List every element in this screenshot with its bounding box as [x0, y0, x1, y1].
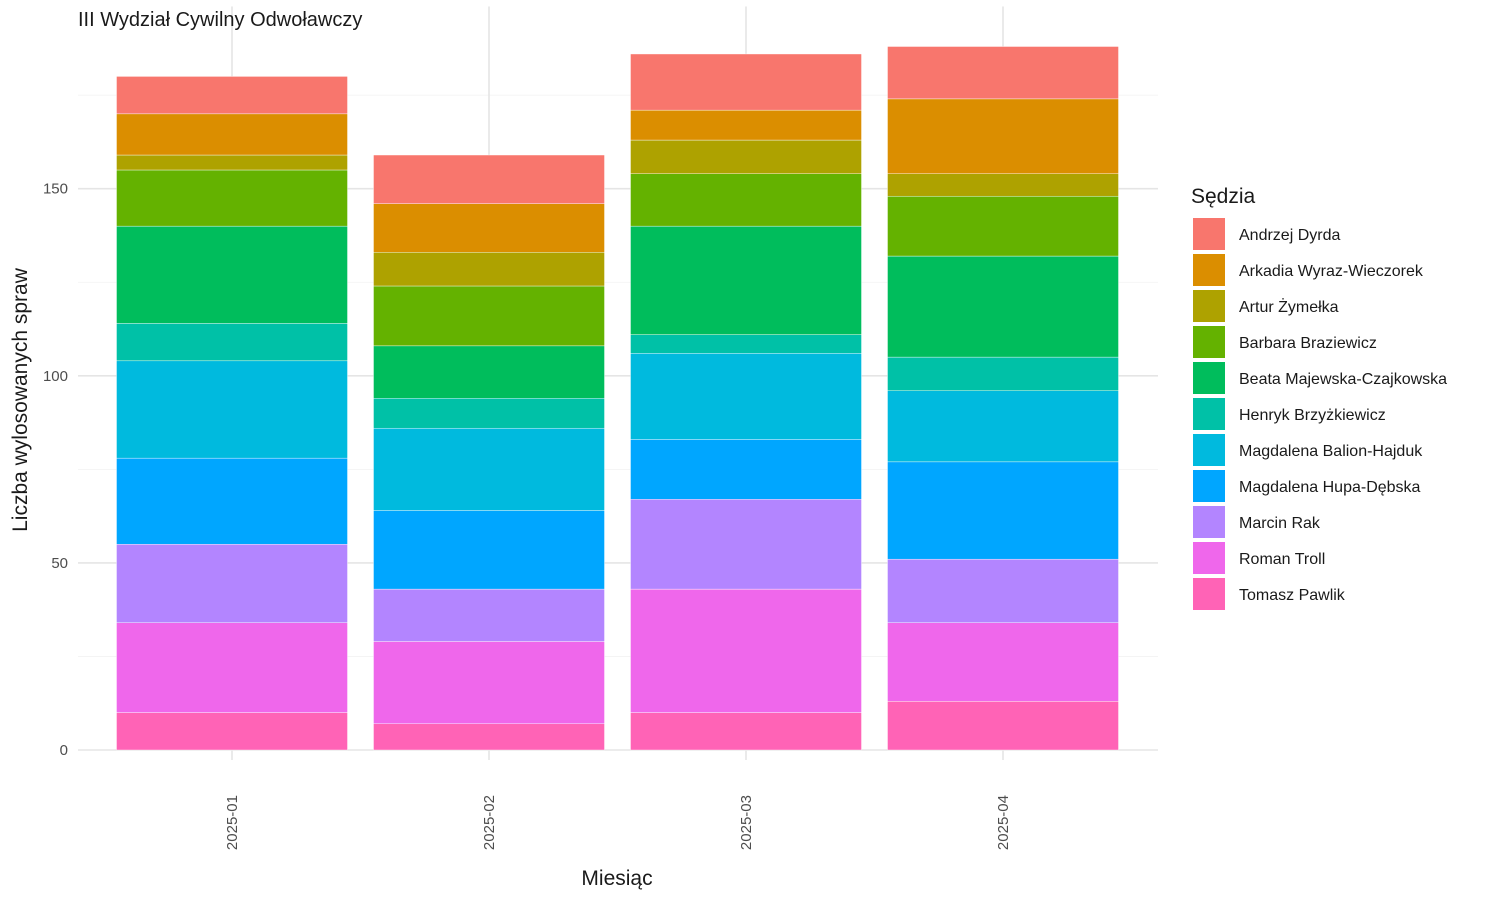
x-axis-title: Miesiąc	[581, 867, 652, 890]
bar-segment	[373, 285, 605, 347]
bar-segment	[116, 622, 348, 713]
legend-label: Artur Żymełka	[1239, 297, 1339, 316]
bar-segment	[630, 173, 862, 227]
bar-segment	[116, 712, 348, 751]
legend-key	[1193, 542, 1225, 574]
legend-key	[1193, 578, 1225, 610]
legend-key	[1193, 506, 1225, 538]
bar-segment	[373, 723, 605, 751]
bar-segment	[630, 439, 862, 500]
x-tick-label: 2025-01	[224, 795, 241, 850]
axes: 0 50 100 150 2025-01 2025-02 2025-03 2025-04	[43, 181, 1012, 850]
bar-segment	[887, 195, 1119, 257]
bar-segment	[630, 499, 862, 590]
bar-segment	[116, 76, 348, 115]
bar-segment	[373, 398, 605, 429]
bar-segment	[116, 154, 348, 171]
bar-segment	[373, 203, 605, 253]
bar-segment	[373, 154, 605, 204]
bar-segment	[887, 98, 1119, 174]
y-tick-label: 100	[43, 368, 68, 385]
bar-segment	[373, 345, 605, 399]
legend-label: Magdalena Balion-Hajduk	[1239, 443, 1423, 460]
bar-segment	[887, 622, 1119, 702]
bar-segment	[116, 169, 348, 227]
bar-segment	[887, 390, 1119, 463]
y-tick-label: 50	[51, 555, 68, 572]
bar-segment	[630, 588, 862, 713]
legend-key	[1193, 326, 1225, 358]
legend-label: Henryk Brzyżkiewicz	[1239, 407, 1386, 424]
bar-segment	[887, 558, 1119, 623]
legend: Sędzia Andrzej Dyrda Arkadia Wyraz-Wieczo…	[1191, 185, 1447, 610]
legend-key	[1193, 290, 1225, 322]
bar-segment	[373, 588, 605, 642]
y-tick-label: 0	[60, 742, 68, 759]
legend-label: Andrzej Dyrda	[1239, 227, 1340, 244]
legend-label: Arkadia Wyraz-Wieczorek	[1239, 263, 1424, 280]
bar-segment	[887, 255, 1119, 358]
legend-key	[1193, 434, 1225, 466]
bar-segment	[630, 353, 862, 440]
bar-segment	[116, 323, 348, 362]
legend-label: Roman Troll	[1239, 551, 1325, 568]
y-axis-title: Liczba wylosowanych spraw	[9, 267, 32, 532]
bar-segment	[887, 46, 1119, 100]
bar-segment	[373, 427, 605, 511]
chart-title: III Wydział Cywilny Odwoławczy	[78, 9, 362, 31]
legend-title: Sędzia	[1191, 185, 1256, 208]
legend-key	[1193, 254, 1225, 286]
x-tick-label: 2025-02	[481, 795, 498, 850]
legend-key	[1193, 218, 1225, 250]
y-tick-label: 150	[43, 181, 68, 198]
bar-segment	[373, 510, 605, 590]
legend-key	[1193, 398, 1225, 430]
bar-segment	[630, 712, 862, 751]
legend-label: Tomasz Pawlik	[1239, 587, 1346, 604]
bar-segment	[630, 334, 862, 354]
legend-label: Magdalena Hupa-Dębska	[1239, 479, 1421, 496]
legend-label: Beata Majewska-Czajkowska	[1239, 371, 1447, 388]
legend-key	[1193, 470, 1225, 502]
bar-segment	[116, 360, 348, 459]
bars	[116, 46, 1119, 751]
bar-segment	[116, 113, 348, 156]
bar-segment	[630, 139, 862, 174]
bar-segment	[887, 461, 1119, 560]
bar-segment	[373, 641, 605, 725]
legend-label: Marcin Rak	[1239, 515, 1321, 532]
bar-segment	[373, 252, 605, 287]
bar-segment	[630, 109, 862, 141]
x-tick-label: 2025-03	[738, 795, 755, 850]
bar-segment	[887, 173, 1119, 197]
bar-segment	[630, 53, 862, 111]
bar-segment	[887, 356, 1119, 391]
x-tick-label: 2025-04	[995, 795, 1012, 850]
bar-segment	[887, 701, 1119, 751]
legend-label: Barbara Braziewicz	[1239, 335, 1377, 352]
bar-segment	[116, 457, 348, 545]
legend-key	[1193, 362, 1225, 394]
bar-segment	[630, 225, 862, 335]
bar-segment	[116, 225, 348, 324]
bar-segment	[116, 543, 348, 623]
